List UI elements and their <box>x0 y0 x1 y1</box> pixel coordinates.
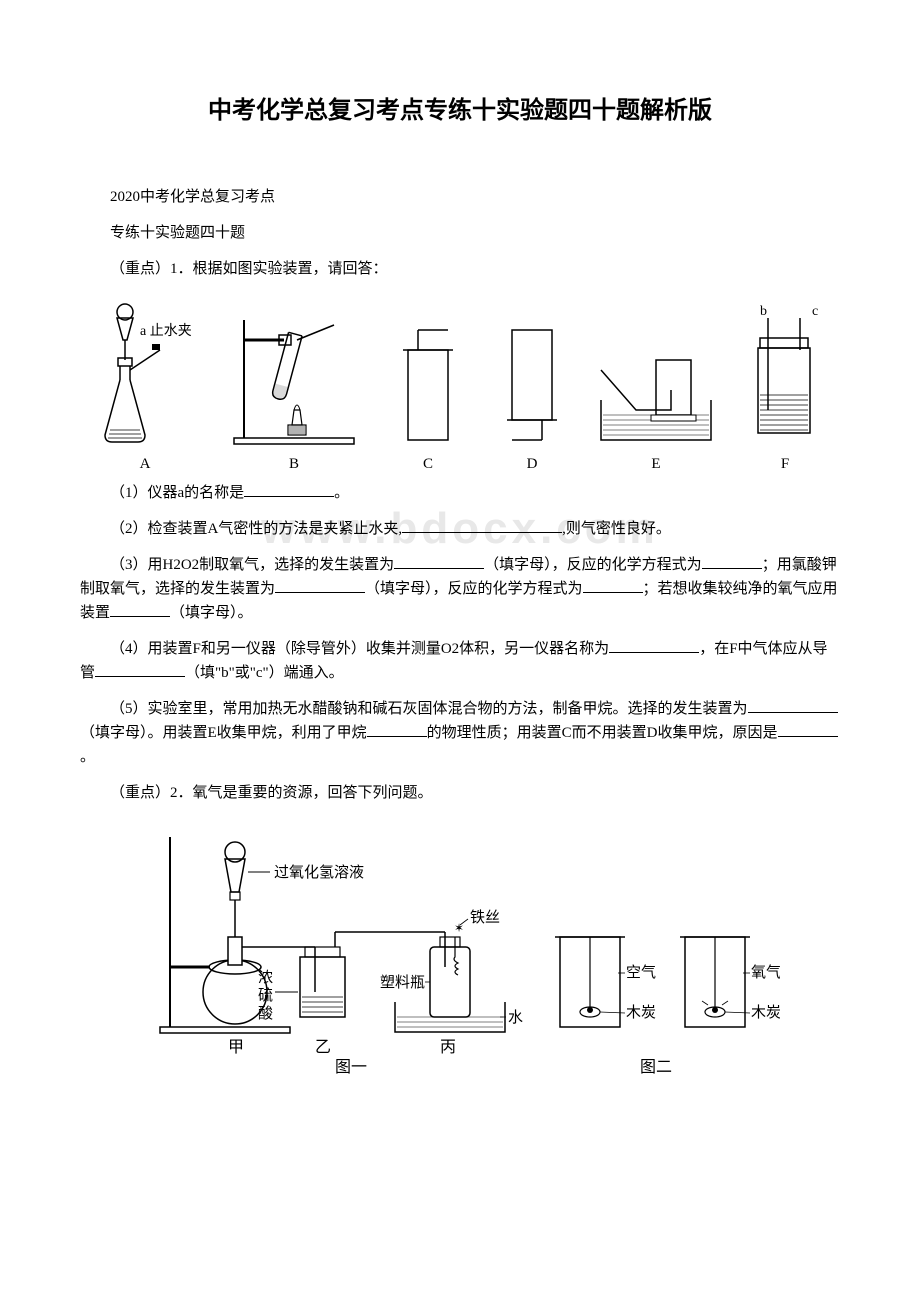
apparatus-c-label: C <box>423 456 433 473</box>
apparatus-b: B <box>224 300 364 473</box>
svg-text:甲: 甲 <box>228 1039 244 1056</box>
apparatus-e: E <box>596 320 716 473</box>
blank <box>583 592 643 593</box>
svg-text:硫: 硫 <box>258 987 273 1004</box>
q1-p5-d: 。 <box>80 749 95 765</box>
q1-p3-a: （3）用H2O2制取氧气，选择的发生装置为 <box>110 557 394 573</box>
page-title: 中考化学总复习考点专练十实验题四十题解析版 <box>80 90 840 125</box>
q1-p3-b: （填字母），反应的化学方程式为 <box>484 557 702 573</box>
apparatus-e-label: E <box>651 456 660 473</box>
q2-header: （重点）2．氧气是重要的资源，回答下列问题。 <box>80 781 840 805</box>
apparatus-d-label: D <box>527 456 538 473</box>
svg-text:图一: 图一 <box>335 1059 367 1076</box>
svg-text:c: c <box>812 304 818 319</box>
blank <box>110 616 170 617</box>
q1-header: （重点）1．根据如图实验装置，请回答： <box>80 257 840 281</box>
svg-text:浓: 浓 <box>258 969 273 986</box>
q1-p1-a: （1）仪器a的名称是 <box>110 485 244 501</box>
q1-part4: （4）用装置F和另一仪器（除导管外）收集并测量O2体积，另一仪器名称为，在F中气… <box>80 637 840 685</box>
svg-text:铁丝: 铁丝 <box>470 909 500 926</box>
q1-part1: （1）仪器a的名称是 。 <box>80 481 840 505</box>
q1-p3-d: （填字母），反应的化学方程式为 <box>365 581 583 597</box>
apparatus-c: C <box>388 320 468 473</box>
blank <box>95 676 185 677</box>
svg-text:丙: 丙 <box>440 1039 456 1056</box>
q1-p4-a: （4）用装置F和另一仪器（除导管外）收集并测量O2体积，另一仪器名称为 <box>110 641 609 657</box>
svg-text:空气: 空气 <box>626 964 656 981</box>
blank <box>275 592 365 593</box>
blank <box>609 652 699 653</box>
q1-apparatus-diagram: a 止水夹 A <box>80 293 840 473</box>
svg-text:水: 水 <box>508 1009 523 1026</box>
svg-text:图二: 图二 <box>640 1059 672 1076</box>
q1-p4-c: （填"b"或"c"）端通入。 <box>185 665 344 681</box>
blank <box>367 736 427 737</box>
blank <box>748 712 838 713</box>
intro-line-2: 专练十实验题四十题 <box>80 221 840 245</box>
svg-text:氧气: 氧气 <box>751 964 780 981</box>
blank <box>244 496 334 497</box>
apparatus-f-label: F <box>781 456 789 473</box>
svg-text:酸: 酸 <box>258 1005 273 1022</box>
q1-p5-a: （5）实验室里，常用加热无水醋酸钠和碱石灰固体混合物的方法，制备甲烷。选择的发生… <box>110 701 748 717</box>
watermark-region: www.bdocx.com （2）检查装置A气密性的方法是夹紧止水夹,,则气密性… <box>80 517 840 541</box>
q1-part3: （3）用H2O2制取氧气，选择的发生装置为（填字母），反应的化学方程式为；用氯酸… <box>80 553 840 625</box>
blank <box>778 736 838 737</box>
q1-p2-a: （2）检查装置A气密性的方法是夹紧止水夹, <box>110 521 402 537</box>
q1-part5: （5）实验室里，常用加热无水醋酸钠和碱石灰固体混合物的方法，制备甲烷。选择的发生… <box>80 697 840 769</box>
apparatus-f: b c F <box>740 300 830 473</box>
svg-text:过氧化氢溶液: 过氧化氢溶液 <box>274 864 364 881</box>
q1-p3-f: （填字母）。 <box>170 605 253 621</box>
svg-text:木炭: 木炭 <box>626 1004 656 1021</box>
q1-p5-b: （填字母）。用装置E收集甲烷，利用了甲烷 <box>80 725 367 741</box>
blank <box>702 568 762 569</box>
apparatus-b-label: B <box>289 456 299 473</box>
q1-p5-c: 的物理性质；用装置C而不用装置D收集甲烷，原因是 <box>427 725 778 741</box>
blank <box>402 532 562 533</box>
apparatus-a: a 止水夹 A <box>90 300 200 473</box>
apparatus-d: D <box>492 320 572 473</box>
svg-text:乙: 乙 <box>315 1039 331 1056</box>
q2-apparatus-diagram: 过氧化氢溶液 甲 浓 硫 酸 乙 <box>80 817 840 1077</box>
clamp-label: a 止水夹 <box>140 323 192 339</box>
blank <box>394 568 484 569</box>
intro-line-1: 2020中考化学总复习考点 <box>80 185 840 209</box>
q1-p1-b: 。 <box>334 485 349 501</box>
svg-text:塑料瓶: 塑料瓶 <box>380 974 425 991</box>
svg-text:b: b <box>760 304 767 319</box>
svg-text:木炭: 木炭 <box>751 1004 780 1021</box>
apparatus-a-label: A <box>140 456 151 473</box>
q1-part2: （2）检查装置A气密性的方法是夹紧止水夹, ,则气密性良好。 <box>80 517 840 541</box>
q1-p2-b: ,则气密性良好。 <box>562 521 671 537</box>
